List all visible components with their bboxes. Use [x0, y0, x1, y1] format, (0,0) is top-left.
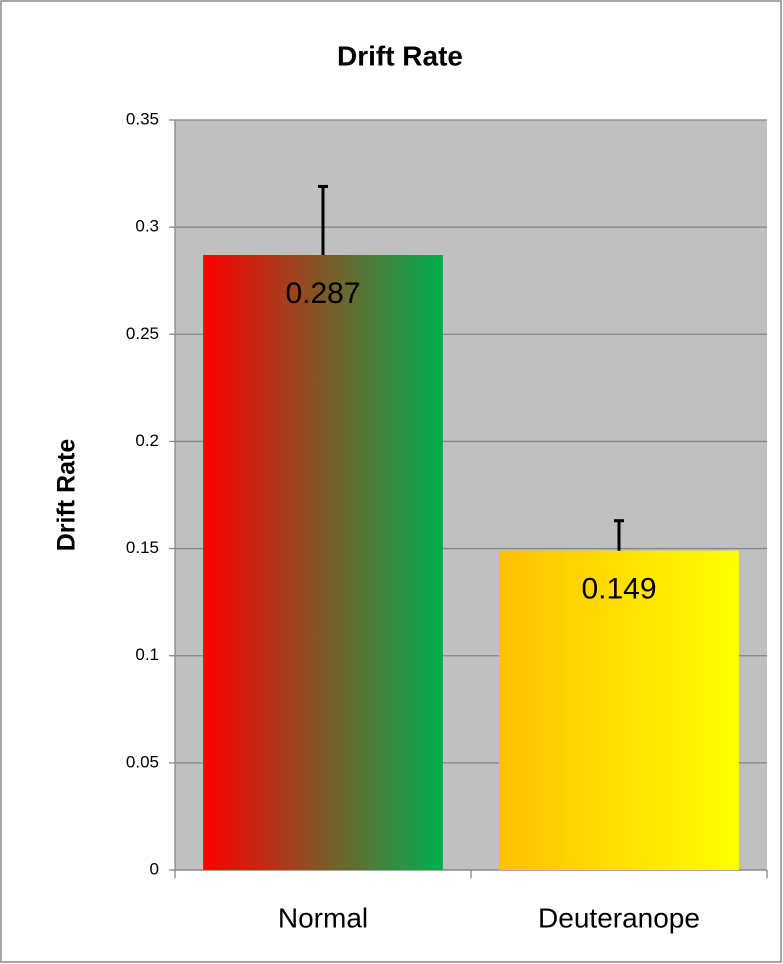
error-bar [614, 519, 624, 551]
error-bar [318, 184, 328, 255]
y-tick-label: 0 [150, 859, 159, 878]
y-tick-label: 0.3 [135, 217, 159, 236]
y-tick-label: 0.2 [135, 431, 159, 450]
x-tick-label: Deuteranope [538, 902, 700, 933]
y-tick-label: 0.35 [126, 109, 159, 128]
y-tick-label: 0.15 [126, 538, 159, 557]
y-axis-label: Drift Rate [53, 439, 81, 552]
bar [499, 550, 739, 870]
bar [203, 255, 443, 870]
y-tick-label: 0.25 [126, 324, 159, 343]
x-tick-label: Normal [278, 902, 368, 933]
y-tick-label: 0.05 [126, 752, 159, 771]
y-tick-label: 0.1 [135, 645, 159, 664]
chart-title: Drift Rate [337, 40, 463, 71]
value-label: 0.287 [285, 277, 360, 310]
value-label: 0.149 [581, 573, 656, 606]
